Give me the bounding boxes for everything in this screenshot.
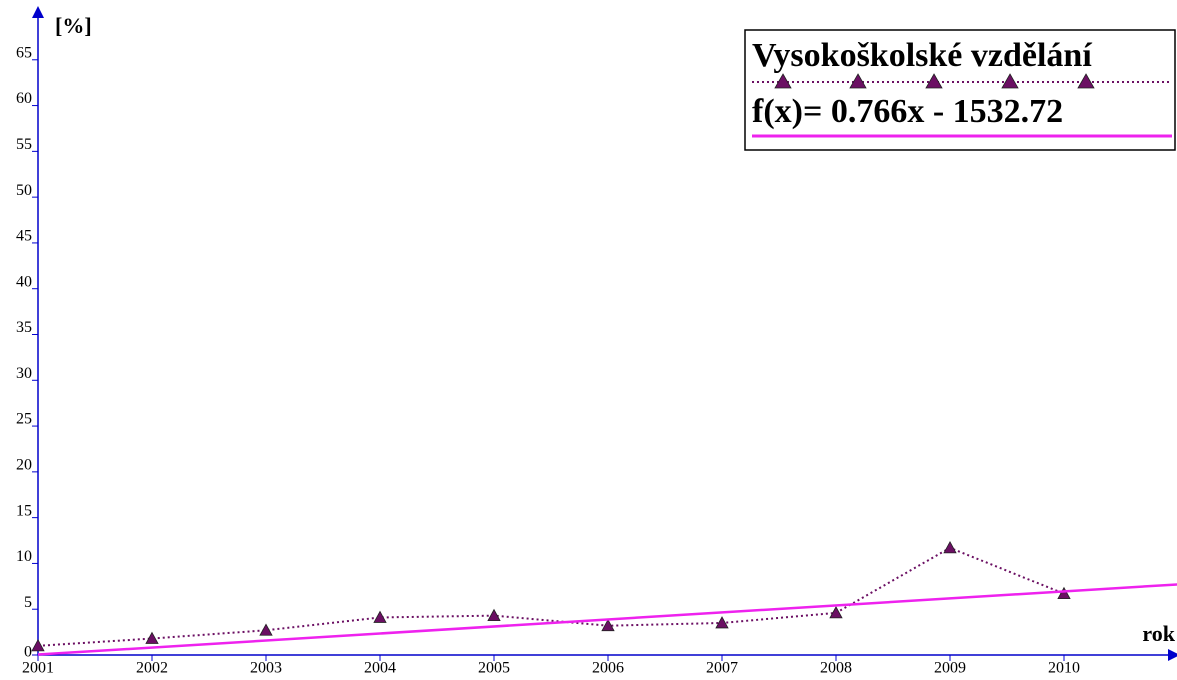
y-tick-label: 10 bbox=[16, 548, 32, 565]
y-tick-label: 15 bbox=[16, 502, 32, 519]
y-tick-label: 50 bbox=[16, 182, 32, 199]
marker bbox=[1057, 586, 1071, 600]
y-tick-label: 65 bbox=[16, 44, 32, 61]
x-tick-label: 2005 bbox=[478, 660, 510, 677]
y-tick-label: 30 bbox=[16, 365, 32, 382]
y-tick-label: 20 bbox=[16, 457, 32, 474]
y-tick-label: 35 bbox=[16, 319, 32, 336]
y-tick-label: 60 bbox=[16, 90, 32, 107]
x-tick-label: 2009 bbox=[934, 660, 966, 677]
legend-box bbox=[744, 29, 1176, 151]
legend-label: f(x)= 0.766x - 1532.72 bbox=[752, 93, 1063, 130]
y-tick-label: 55 bbox=[16, 136, 32, 153]
marker bbox=[259, 623, 273, 636]
x-tick-label: 2002 bbox=[136, 660, 168, 677]
marker bbox=[829, 606, 843, 619]
legend-marker bbox=[774, 73, 792, 89]
legend-marker bbox=[1001, 73, 1019, 89]
y-tick-label: 5 bbox=[24, 594, 32, 611]
x-tick-label: 2001 bbox=[22, 660, 54, 677]
marker bbox=[601, 618, 615, 632]
series-line bbox=[37, 546, 1065, 647]
x-tick-label: 2004 bbox=[364, 660, 396, 677]
y-axis-label: [%] bbox=[55, 13, 92, 38]
x-axis-label: rok bbox=[1142, 621, 1175, 646]
legend-marker bbox=[849, 73, 867, 89]
x-tick-label: 2007 bbox=[706, 660, 738, 677]
marker bbox=[715, 616, 729, 629]
x-tick-label: 2003 bbox=[250, 660, 282, 677]
y-tick-label: 45 bbox=[16, 228, 32, 245]
x-tick-label: 2006 bbox=[592, 660, 624, 677]
marker bbox=[943, 541, 957, 554]
legend: Vysokoškolské vzdělání f(x)= 0.766x - 153… bbox=[744, 29, 1176, 151]
marker bbox=[31, 639, 45, 652]
marker bbox=[145, 631, 159, 644]
marker bbox=[373, 610, 387, 623]
legend-marker bbox=[925, 73, 943, 89]
legend-marker bbox=[1077, 73, 1095, 89]
y-tick-label: 25 bbox=[16, 411, 32, 428]
x-tick-label: 2010 bbox=[1048, 660, 1080, 677]
y-tick-label: 40 bbox=[16, 273, 32, 290]
series-line bbox=[37, 583, 1177, 656]
y-tick-label: 0 bbox=[24, 644, 32, 661]
x-tick-label: 2008 bbox=[820, 660, 852, 677]
marker bbox=[487, 608, 501, 622]
legend-label: Vysokoškolské vzdělání bbox=[752, 37, 1092, 74]
